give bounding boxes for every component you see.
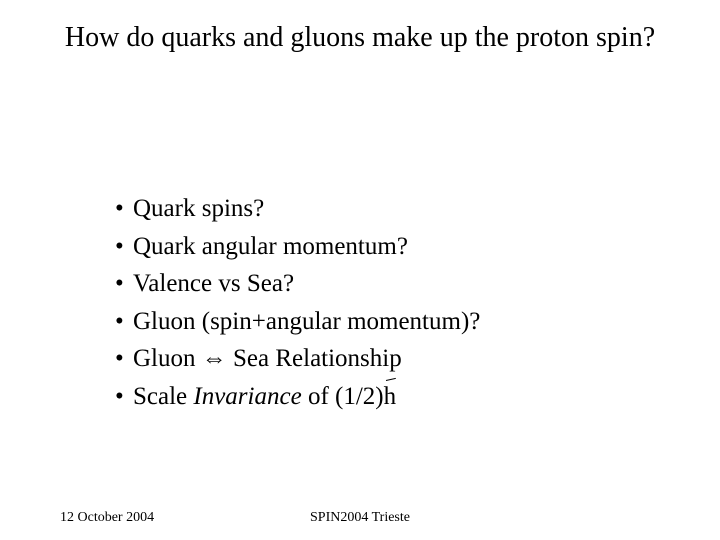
bullet-text-mid: of (1/2) [302, 383, 384, 410]
bullet-text-pre: Gluon [133, 345, 202, 372]
double-arrow-icon: ⇔ [202, 345, 227, 372]
bullet-marker: • [115, 228, 133, 266]
bullet-list: • Quark spins? • Quark angular momentum?… [115, 190, 635, 415]
bullet-item: • Quark spins? [115, 190, 635, 228]
bullet-text: Gluon (spin+angular momentum)? [133, 303, 635, 341]
bullet-item: • Gluon (spin+angular momentum)? [115, 303, 635, 341]
bullet-text: Scale Invariance of (1/2)h [133, 378, 635, 416]
bullet-text-pre: Scale [133, 383, 193, 410]
bullet-marker: • [115, 303, 133, 341]
bullet-marker: • [115, 190, 133, 228]
bullet-text-post: Sea Relationship [227, 345, 402, 372]
footer-venue: SPIN2004 Trieste [0, 510, 720, 526]
bullet-marker: • [115, 265, 133, 303]
bullet-item: • Gluon ⇔ Sea Relationship [115, 340, 635, 378]
bullet-marker: • [115, 340, 133, 378]
bullet-item: • Scale Invariance of (1/2)h [115, 378, 635, 416]
bullet-text: Gluon ⇔ Sea Relationship [133, 340, 635, 378]
slide: How do quarks and gluons make up the pro… [0, 0, 720, 540]
hbar-symbol: h [384, 378, 397, 416]
bullet-text: Valence vs Sea? [133, 265, 635, 303]
bullet-marker: • [115, 378, 133, 416]
slide-title: How do quarks and gluons make up the pro… [0, 20, 720, 55]
bullet-text-italic: Invariance [193, 383, 301, 410]
bullet-text: Quark spins? [133, 190, 635, 228]
bullet-text: Quark angular momentum? [133, 228, 635, 266]
bullet-item: • Valence vs Sea? [115, 265, 635, 303]
bullet-item: • Quark angular momentum? [115, 228, 635, 266]
